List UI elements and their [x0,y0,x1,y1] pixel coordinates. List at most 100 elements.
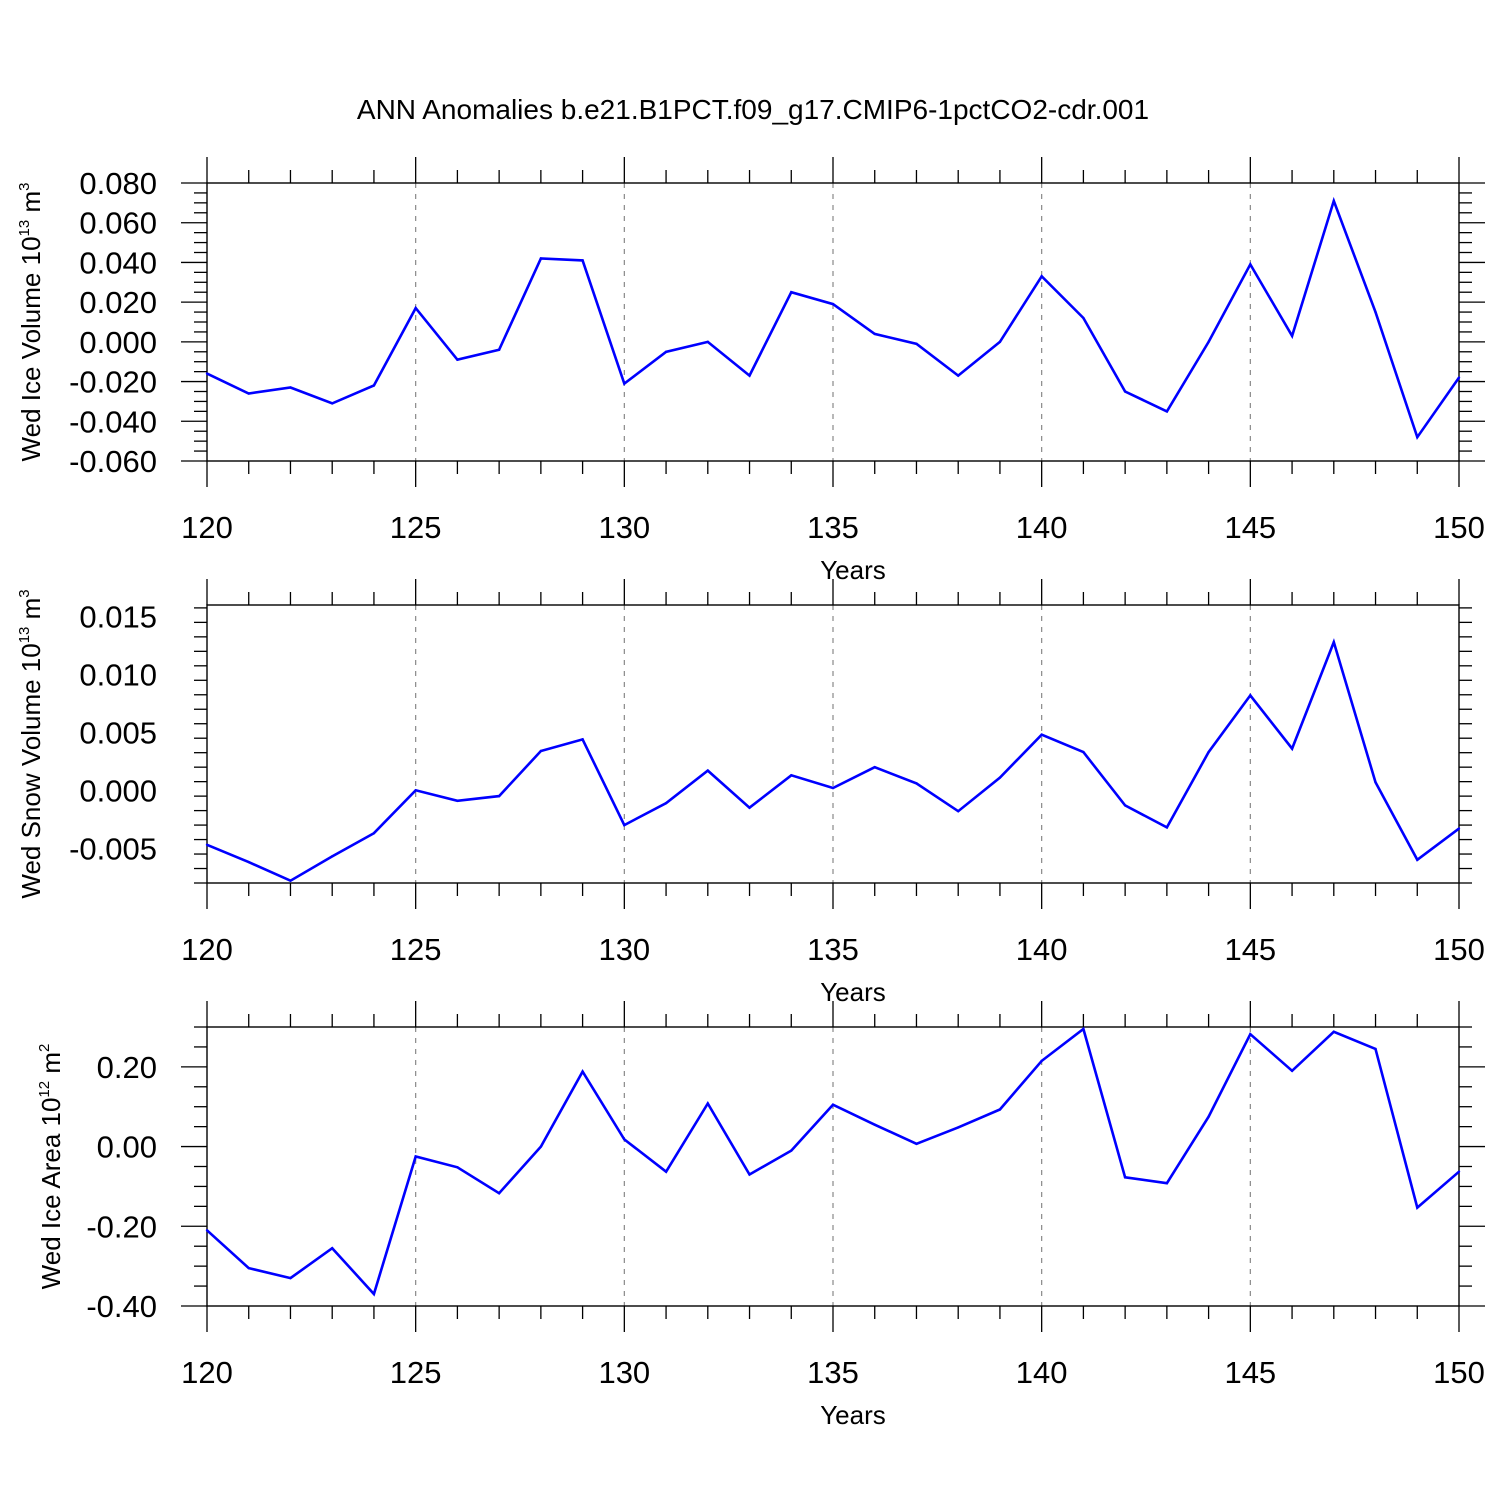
y-tick-label: 0.005 [79,715,157,750]
x-tick-label: 125 [390,510,442,545]
data-point [247,860,250,864]
x-tick-label: 135 [807,510,859,545]
data-point [247,1266,250,1270]
x-tick-label: 145 [1224,1355,1276,1390]
x-tick-label: 140 [1016,932,1068,967]
data-point [915,782,918,785]
data-point [1332,199,1336,203]
data-point [247,392,250,395]
x-axis-title: Years [820,555,886,585]
y-tick-label: -0.020 [69,365,157,400]
data-point [1374,1047,1377,1051]
x-tick-label: 125 [390,1355,442,1390]
data-point [706,340,709,344]
data-point [331,855,334,858]
y-tick-label: 0.080 [79,166,157,201]
data-point [1207,1115,1210,1118]
data-point [1290,747,1294,750]
data-point [1165,1182,1169,1185]
data-point [998,340,1002,344]
data-point [623,1138,626,1141]
data-point [539,257,543,260]
panel-3: 120 125 130 135 140 145 150 -0.40 -0.20 0.00 0.20 Y… [36,1001,1485,1430]
data-point [957,809,960,813]
data-point [831,302,835,306]
data-point [1332,640,1336,644]
figure-title: ANN Anomalies b.e21.B1PCT.f09_g17.CMIP6-… [357,94,1149,125]
y-tick-label: 0.040 [79,245,157,280]
data-point [790,1149,793,1152]
plot-frame [206,1026,1460,1307]
data-point [664,801,668,805]
data-point [957,374,960,377]
data-point [1457,1170,1461,1173]
data-point [205,843,209,846]
data-point [289,879,292,882]
data-point [1082,1027,1085,1031]
data-point [456,358,459,361]
data-point [998,776,1002,779]
y-axis-title: Wed Ice Volume 1013 m3 [16,183,46,462]
x-axis-title: Years [820,977,886,1007]
y-tick-label: 0.20 [97,1050,157,1085]
x-tick-label: 130 [598,510,650,545]
x-tick-label: 145 [1224,932,1276,967]
data-point [372,384,376,387]
data-point [748,374,751,377]
data-point [706,769,709,772]
panel-1: 120 125 130 135 140 145 150 -0.060 -0.040 -0.020 0… [16,157,1485,585]
x-tick-label: 120 [181,510,233,545]
x-tick-label: 130 [598,1355,650,1390]
data-point [1082,750,1085,754]
data-point [873,332,876,336]
y-tick-label: 0.000 [79,325,157,360]
data-point [1249,263,1252,266]
data-point [1082,316,1085,320]
data-point [1249,694,1252,697]
data-point [414,1155,417,1158]
plot-frame [206,604,1460,884]
data-point [664,350,668,353]
data-point [790,291,793,294]
data-point [998,1108,1002,1111]
data-point [331,402,334,405]
data-point [1416,858,1419,862]
x-tick-label: 130 [598,932,650,967]
data-point [1040,733,1043,736]
data-point [915,342,918,346]
y-axis-title: Wed Snow Volume 1013 m3 [16,589,46,898]
data-point [623,823,626,827]
data-point [1457,376,1461,379]
data-point [289,386,292,389]
data-point [1123,1176,1127,1179]
data-point [831,786,835,790]
panel-2: 120 125 130 135 140 145 150 -0.005 0.000 0.005 0.0… [16,579,1485,1007]
data-point [456,1166,459,1169]
data-point [1332,1030,1336,1033]
y-tick-label: 0.00 [97,1130,157,1165]
data-point [1207,340,1210,344]
y-tick-label: -0.040 [69,404,157,439]
data-point [331,1247,334,1250]
data-point [539,749,543,753]
data-point [915,1142,918,1145]
data-point [205,372,209,375]
y-axis-title: Wed Ice Area 1012 m2 [36,1044,66,1290]
x-tick-label: 135 [807,932,859,967]
y-tick-label: 0.020 [79,285,157,320]
data-point [664,1170,668,1173]
data-point [1249,1032,1252,1036]
y-tick-label: -0.20 [86,1209,157,1244]
data-point [1416,435,1419,439]
data-point [831,1103,835,1106]
data-point [957,1126,960,1129]
data-point [456,799,459,802]
x-tick-label: 125 [390,932,442,967]
data-point [1207,750,1210,754]
data-point [790,774,793,777]
data-point [497,348,501,351]
y-tick-label: 0.000 [79,773,157,808]
data-point [1290,1069,1294,1073]
y-tick-label: -0.060 [69,444,157,479]
